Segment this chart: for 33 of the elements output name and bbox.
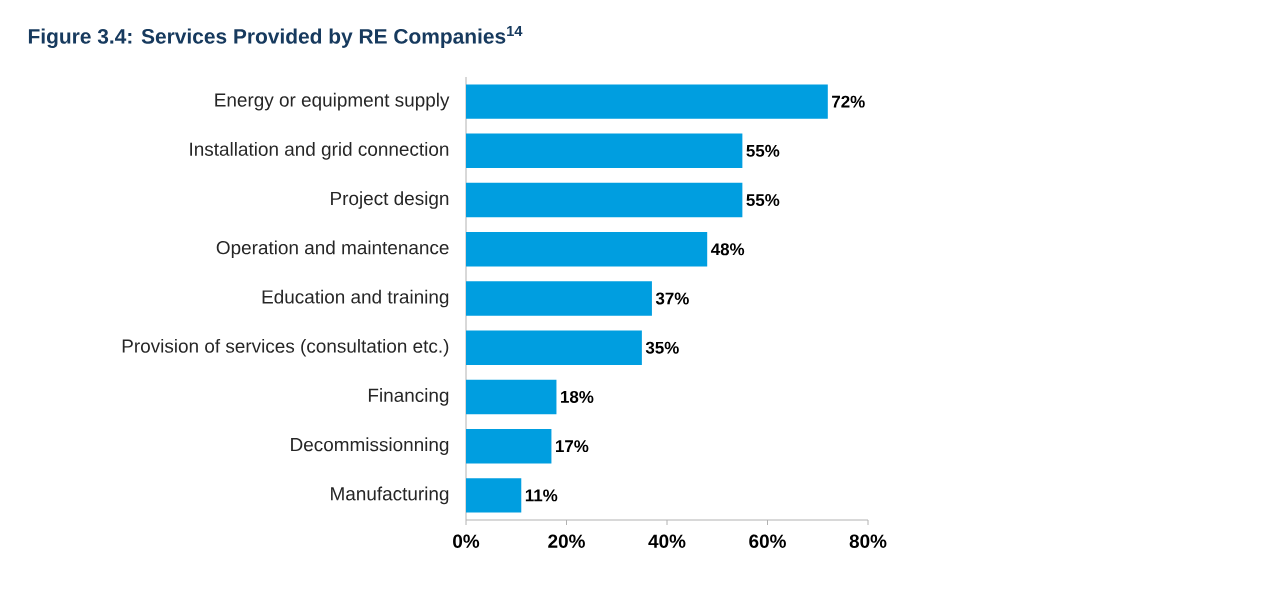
data-label: 37% [655,292,689,305]
data-label: 35% [645,341,679,354]
y-tick-label: Energy or equipment supply [215,92,450,111]
y-tick-label: Installation and grid connection [190,142,449,160]
x-tick-label: 0% [453,534,480,548]
bar [466,379,557,415]
y-tick-label: Financing [368,388,449,406]
y-tick-label: Decommissionning [291,437,449,455]
bar [466,330,642,365]
bar [466,428,552,464]
data-label: 55% [746,144,780,157]
data-label: 55% [746,194,780,207]
y-tick-label: Education and training [262,289,449,308]
text: Figure 3.4: Services Provided by RE Companies$^{14}$ [28,25,523,48]
bar [466,281,652,316]
y-tick-label: Provision of services (consultation etc.) [122,338,449,357]
bar [466,232,708,267]
data-label: 72% [832,95,865,108]
y-tick-label: Manufacturing [331,486,449,505]
x-tick-label: 20% [548,534,585,548]
bar [466,84,828,119]
x-tick-label: 40% [648,534,686,548]
x-tick-label: 60% [749,534,786,548]
data-label: 17% [556,440,589,453]
y-tick-label: Project design [331,191,449,209]
data-label: 11% [525,489,558,502]
x-tick-label: 80% [849,534,887,548]
data-label: 48% [710,243,745,256]
bar [466,182,743,218]
data-label: 18% [561,390,594,403]
bar [466,133,743,169]
bar [466,478,522,513]
y-tick-label: Operation and maintenance [216,240,449,259]
